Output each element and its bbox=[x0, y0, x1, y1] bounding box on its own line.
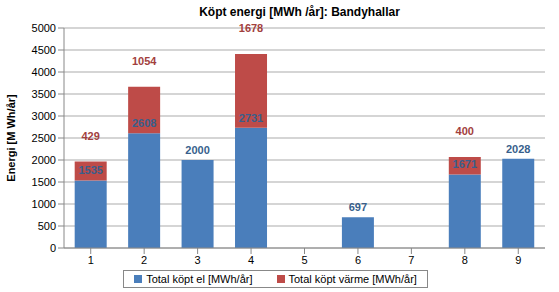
svg-text:2028: 2028 bbox=[506, 143, 530, 155]
svg-text:1671: 1671 bbox=[453, 158, 477, 170]
svg-text:1000: 1000 bbox=[32, 198, 56, 210]
svg-text:3000: 3000 bbox=[32, 110, 56, 122]
svg-text:1500: 1500 bbox=[32, 176, 56, 188]
svg-text:3500: 3500 bbox=[32, 88, 56, 100]
svg-text:6: 6 bbox=[355, 254, 361, 266]
svg-text:1678: 1678 bbox=[239, 24, 263, 34]
svg-text:697: 697 bbox=[349, 201, 367, 213]
svg-text:5: 5 bbox=[301, 254, 307, 266]
svg-text:2: 2 bbox=[141, 254, 147, 266]
svg-text:2000: 2000 bbox=[185, 144, 209, 156]
html-text:Köpt energi [MWh /år]: Bandyha: Köpt energi [MWh /år]: Bandyhallar bbox=[199, 5, 400, 19]
html-text:Total köpt el [MWh/år]: Total köpt el [MWh/år] bbox=[146, 273, 253, 285]
svg-text:4: 4 bbox=[248, 254, 254, 266]
svg-text:4500: 4500 bbox=[32, 44, 56, 56]
svg-text:429: 429 bbox=[82, 130, 100, 142]
svg-text:1054: 1054 bbox=[132, 55, 157, 67]
svg-text:5000: 5000 bbox=[32, 24, 56, 34]
svg-text:3: 3 bbox=[195, 254, 201, 266]
svg-text:0: 0 bbox=[50, 242, 56, 254]
svg-text:4000: 4000 bbox=[32, 66, 56, 78]
svg-text:2500: 2500 bbox=[32, 132, 56, 144]
svg-text:1: 1 bbox=[88, 254, 94, 266]
svg-text:500: 500 bbox=[38, 220, 56, 232]
svg-text:2731: 2731 bbox=[239, 112, 263, 124]
svg-text:2608: 2608 bbox=[132, 117, 156, 129]
svg-text:7: 7 bbox=[408, 254, 414, 266]
svg-text:9: 9 bbox=[515, 254, 521, 266]
svg-text:1535: 1535 bbox=[78, 164, 102, 176]
svg-text:Energi [M Wh/år]: Energi [M Wh/år] bbox=[8, 94, 17, 182]
svg-text:400: 400 bbox=[456, 125, 474, 137]
svg-text:8: 8 bbox=[462, 254, 468, 266]
html-text:Total köpt värme [MWh/år]: Total köpt värme [MWh/år] bbox=[288, 273, 417, 285]
svg-text:2000: 2000 bbox=[32, 154, 56, 166]
